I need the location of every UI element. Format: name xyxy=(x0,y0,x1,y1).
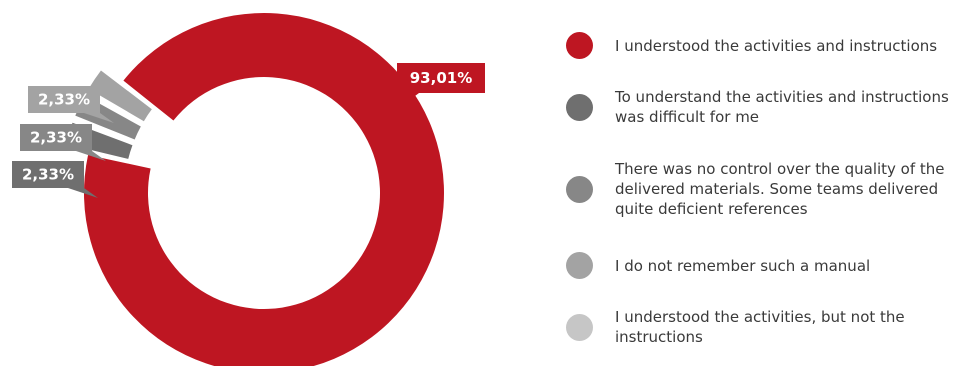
data-label-box xyxy=(28,86,100,113)
legend-swatch xyxy=(566,32,593,59)
data-label: 2,33% xyxy=(22,166,74,184)
legend-swatch xyxy=(566,313,593,341)
legend-label: I do not remember such a manual xyxy=(615,256,871,275)
data-label: 93,01% xyxy=(410,69,472,87)
data-label-box xyxy=(20,124,92,151)
data-label: 2,33% xyxy=(38,91,90,109)
legend-swatch xyxy=(566,93,593,121)
data-label-pointer xyxy=(84,113,114,123)
data-label-pointer xyxy=(68,188,98,198)
legend: I understood the activities and instruct… xyxy=(566,0,972,366)
legend-item: I do not remember such a manual xyxy=(566,252,870,279)
legend-label: I understood the activities and instruct… xyxy=(615,36,938,55)
legend-item: To understand the activities and instruc… xyxy=(566,87,949,127)
legend-label: I understood the activities, but not the… xyxy=(615,308,905,346)
legend-label: There was no control over the quality of… xyxy=(615,160,945,218)
legend-item: I understood the activities and instruct… xyxy=(566,32,937,59)
data-label-pointer xyxy=(399,93,419,108)
legend-item: I understood the activities, but not the… xyxy=(566,307,905,347)
donut-slice xyxy=(84,13,444,366)
legend-label: To understand the activities and instruc… xyxy=(615,88,949,126)
data-label-box xyxy=(12,161,84,188)
legend-item: There was no control over the quality of… xyxy=(566,159,945,219)
legend-swatch xyxy=(566,252,593,279)
data-label-box xyxy=(397,63,485,93)
legend-swatch xyxy=(566,175,593,203)
donut-svg: 93,01% 2,33% 2,33% 2,33% xyxy=(12,13,485,366)
data-label-pointer xyxy=(76,151,106,161)
data-label: 2,33% xyxy=(30,129,82,147)
donut-slice xyxy=(88,70,152,122)
